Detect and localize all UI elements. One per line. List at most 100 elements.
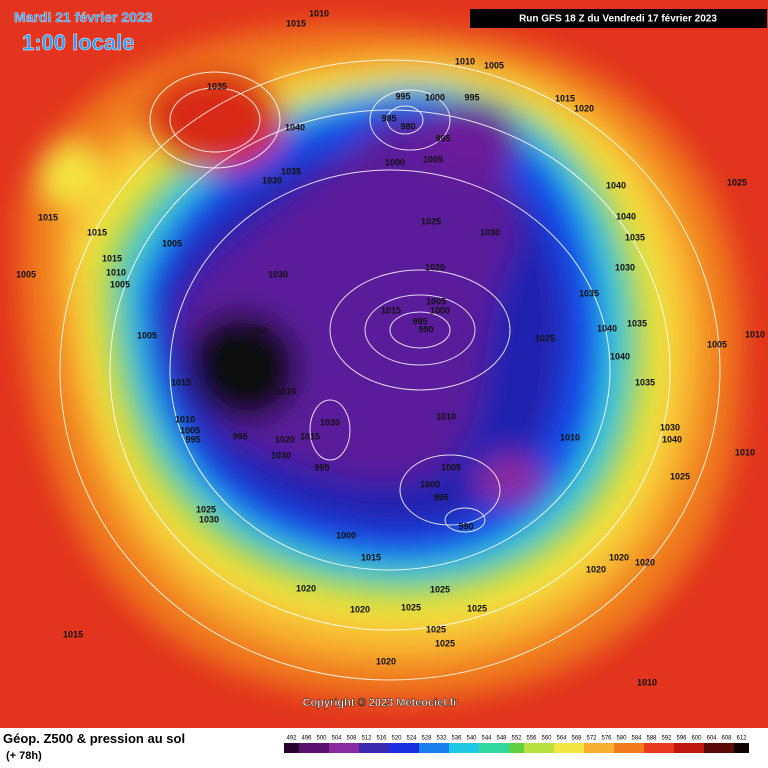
pressure-label: 1025 <box>727 177 747 187</box>
scale-label: 492 <box>286 736 297 742</box>
pressure-label: 1040 <box>662 434 682 444</box>
pressure-label: 1010 <box>455 56 475 66</box>
scale-cell <box>569 743 584 753</box>
pressure-label: 1040 <box>597 323 617 333</box>
pressure-label: 1040 <box>610 351 630 361</box>
pressure-label: 1010 <box>560 432 580 442</box>
isobars <box>59 59 721 681</box>
pressure-label: 980 <box>400 121 415 131</box>
scale-label: 516 <box>376 736 387 742</box>
scale-label: 540 <box>466 736 477 742</box>
scale-cell <box>704 743 719 753</box>
scale-label: 608 <box>721 736 732 742</box>
pressure-label: 1015 <box>361 552 381 562</box>
pressure-label: 1015 <box>286 18 306 28</box>
scale-label: 568 <box>571 736 582 742</box>
scale-label: 548 <box>496 736 507 742</box>
pressure-label: 1000 <box>385 157 405 167</box>
pressure-label: 1015 <box>87 227 107 237</box>
scale-cell <box>524 743 539 753</box>
pressure-label: 1020 <box>350 604 370 614</box>
copyright: Copyright © 2023 Meteociel.fr <box>303 697 459 709</box>
pressure-label: 1030 <box>268 269 288 279</box>
scale-cell <box>464 743 479 753</box>
pressure-label: 1015 <box>102 253 122 263</box>
scale-cell <box>434 743 449 753</box>
pressure-label: 1005 <box>484 60 504 70</box>
pressure-label: 995 <box>232 431 247 441</box>
pressure-label: 1020 <box>425 262 445 272</box>
scale-label: 612 <box>736 736 747 742</box>
pressure-label: 1005 <box>426 296 446 306</box>
pressure-label: 995 <box>435 133 450 143</box>
pressure-label: 1010 <box>106 267 126 277</box>
pressure-label: 1010 <box>637 677 657 687</box>
pressure-label: 1010 <box>436 411 456 421</box>
scale-cell <box>344 743 359 753</box>
scale-cell <box>659 743 674 753</box>
pressure-label: 1025 <box>670 471 690 481</box>
scale-cell <box>314 743 329 753</box>
valid-date: Mardi 21 février 2023 <box>14 9 153 25</box>
scale-cell <box>629 743 644 753</box>
scale-label: 604 <box>706 736 717 742</box>
pressure-label: 1005 <box>16 269 36 279</box>
pressure-label: 1010 <box>309 8 329 18</box>
pressure-label: 1035 <box>627 318 647 328</box>
pressure-label: 1020 <box>635 557 655 567</box>
pressure-label: 995 <box>185 434 200 444</box>
scale-cell <box>329 743 344 753</box>
scale-label: 508 <box>346 736 357 742</box>
pressure-label: 1005 <box>180 425 200 435</box>
scale-cell <box>299 743 314 753</box>
pressure-label: 1030 <box>480 227 500 237</box>
pressure-label: 1015 <box>63 629 83 639</box>
scale-label: 552 <box>511 736 522 742</box>
footer-title: Géop. Z500 & pression au sol <box>3 731 186 746</box>
scale-cell <box>419 743 434 753</box>
pressure-label: 1015 <box>171 377 191 387</box>
pressure-label: 995 <box>314 462 329 472</box>
pressure-label: 995 <box>464 92 479 102</box>
scale-label: 580 <box>616 736 627 742</box>
pressure-label: 1015 <box>381 305 401 315</box>
scale-cell <box>689 743 704 753</box>
pressure-label: 1030 <box>615 262 635 272</box>
pressure-label: 995 <box>395 91 410 101</box>
pressure-label: 1005 <box>137 330 157 340</box>
pressure-label: 1020 <box>296 583 316 593</box>
pressure-label: 1025 <box>535 333 555 343</box>
pressure-label: 1025 <box>421 216 441 226</box>
pressure-label: 1025 <box>401 602 421 612</box>
scale-label: 524 <box>406 736 417 742</box>
pressure-label: 1035 <box>635 377 655 387</box>
pressure-label: 1010 <box>735 447 755 457</box>
scale-cell <box>509 743 524 753</box>
pressure-label: 1040 <box>606 180 626 190</box>
scale-label: 576 <box>601 736 612 742</box>
height-field <box>19 25 742 700</box>
run-info: Run GFS 18 Z du Vendredi 17 février 2023 <box>519 14 717 25</box>
scale-label: 588 <box>646 736 657 742</box>
scale-cell <box>584 743 599 753</box>
scale-label: 528 <box>421 736 432 742</box>
scale-label: 544 <box>481 736 492 742</box>
pressure-label: 1035 <box>579 288 599 298</box>
scale-label: 500 <box>316 736 327 742</box>
pressure-label: 1005 <box>110 279 130 289</box>
pressure-label: 1030 <box>199 514 219 524</box>
pressure-label: 1025 <box>430 584 450 594</box>
pressure-label: 1005 <box>423 154 443 164</box>
scale-label: 600 <box>691 736 702 742</box>
scale-cell <box>479 743 494 753</box>
scale-label: 560 <box>541 736 552 742</box>
scale-cell <box>719 743 734 753</box>
scale-cell <box>389 743 404 753</box>
pressure-label: 1020 <box>586 564 606 574</box>
scale-label: 504 <box>331 736 342 742</box>
scale-cell <box>554 743 569 753</box>
pressure-label: 1040 <box>616 211 636 221</box>
pressure-label: 1030 <box>271 450 291 460</box>
